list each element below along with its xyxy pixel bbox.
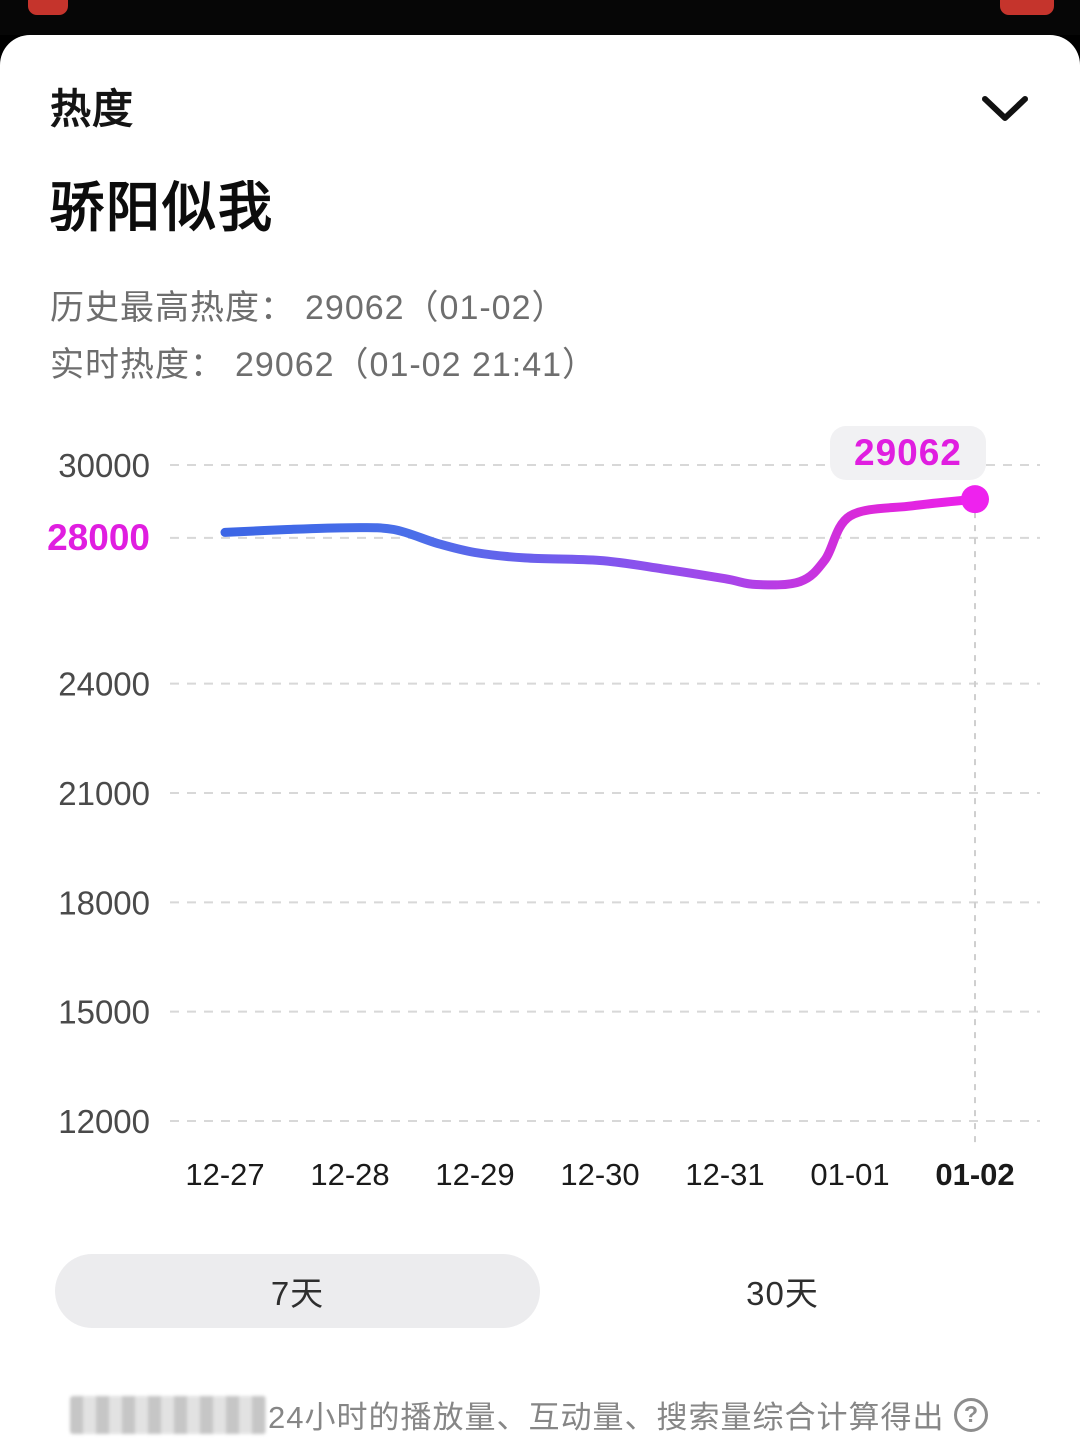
background-app-fragment-right	[1000, 0, 1054, 15]
help-icon[interactable]: ?	[954, 1397, 989, 1432]
y-tick-label: 15000	[58, 994, 150, 1031]
drama-title: 骄阳似我	[50, 178, 274, 238]
range-tabs: 7天 30天	[55, 1254, 1025, 1328]
trend-line	[220, 494, 980, 590]
y-tick-label: 12000	[58, 1103, 150, 1140]
panel-title: 热度	[50, 86, 134, 132]
realtime-heat-line: 实时热度： 29062（01-02 21:41）	[50, 337, 1030, 394]
heat-stats: 历史最高热度： 29062（01-02） 实时热度： 29062（01-02 21:…	[0, 280, 1080, 394]
chart-endpoint-dot	[961, 485, 989, 514]
heat-panel: 热度 骄阳似我 历史最高热度： 29062（01-02） 实时热度： 29062（0…	[0, 35, 1080, 1452]
x-tick-label: 01-02	[935, 1157, 1014, 1192]
peak-heat-label: 历史最高热度：	[50, 289, 295, 327]
heat-trend-chart[interactable]: 30000 28000 24000 21000 18000 15000 12000 12-27…	[0, 410, 1080, 1210]
x-tick-label: 12-31	[685, 1157, 764, 1192]
background-app-fragment-left	[28, 0, 68, 15]
panel-header: 热度	[0, 35, 1080, 133]
y-tick-label: 21000	[58, 775, 150, 812]
footnote: 24小时的播放量、互动量、搜索量综合计算得出 ?	[0, 1392, 1080, 1437]
x-tick-label: 12-28	[310, 1157, 389, 1192]
peak-tooltip: 29062	[830, 426, 986, 480]
y-tick-highlight: 28000	[47, 517, 150, 558]
footnote-text: 24小时的播放量、互动量、搜索量综合计算得出	[268, 1400, 945, 1435]
y-tick-label: 24000	[58, 666, 150, 703]
x-tick-label: 12-29	[435, 1157, 514, 1192]
chevron-down-icon	[982, 96, 1028, 121]
status-bar-area	[0, 0, 1080, 35]
tab-30-days[interactable]: 30天	[746, 1275, 819, 1312]
tab-7-days[interactable]: 7天	[55, 1254, 540, 1328]
realtime-heat-value: 29062（01-02 21:41）	[235, 346, 598, 384]
x-tick-label: 01-01	[810, 1157, 889, 1192]
peak-heat-line: 历史最高热度： 29062（01-02）	[50, 280, 1030, 337]
collapse-button[interactable]	[980, 88, 1030, 130]
heat-trend-svg: 30000 28000 24000 21000 18000 15000 12000 12-27…	[47, 447, 1040, 1192]
y-tick-label: 18000	[58, 884, 150, 921]
realtime-heat-label: 实时热度：	[50, 346, 225, 384]
redacted-text	[70, 1395, 266, 1434]
y-tick-label: 30000	[58, 447, 150, 484]
peak-heat-value: 29062（01-02）	[305, 289, 567, 327]
x-tick-label: 12-27	[185, 1157, 264, 1192]
x-tick-label: 12-30	[560, 1157, 639, 1192]
